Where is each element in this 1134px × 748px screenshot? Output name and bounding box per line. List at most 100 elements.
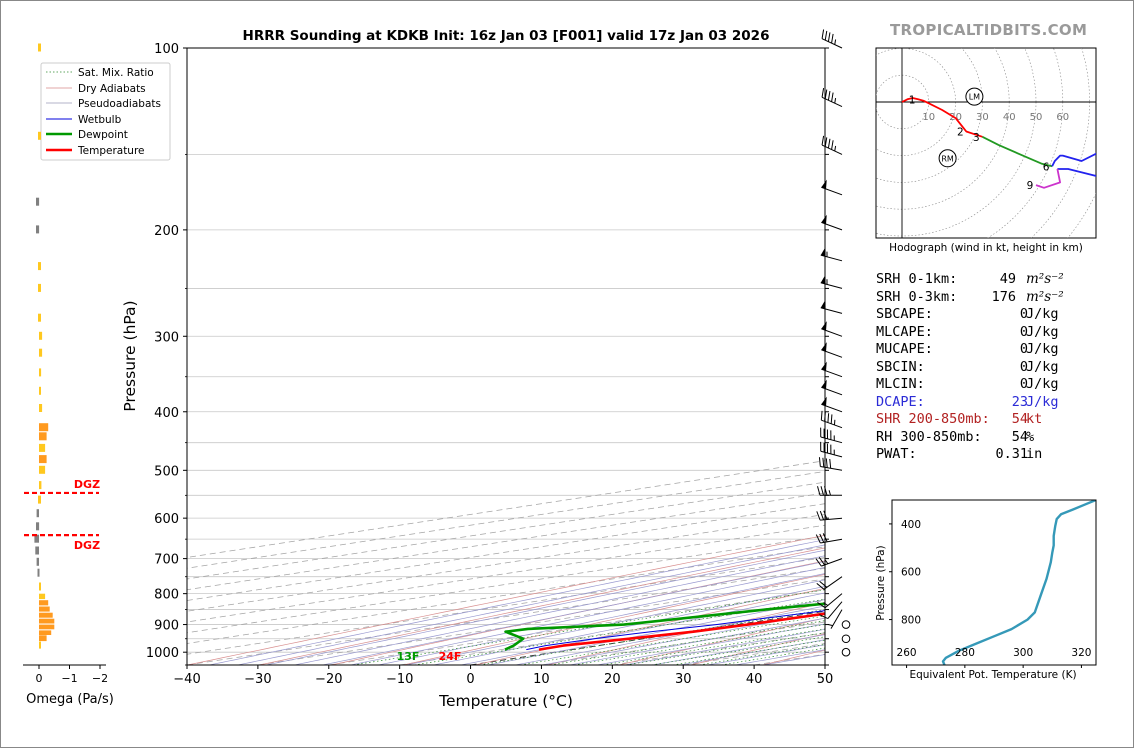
barb-staff (820, 450, 843, 458)
x-tick-label: 20 (604, 672, 621, 687)
barb-staff (821, 328, 843, 337)
pseudoadiabat-line (469, 579, 825, 653)
barb-half-flag (834, 98, 837, 104)
omega-bar (39, 386, 41, 395)
isotherm-line (187, 492, 825, 591)
barb-pennant (820, 299, 826, 310)
hodograph-height-label: 9 (1027, 180, 1034, 192)
pseudoadiabat-line (597, 651, 669, 665)
calm-wind-circle (841, 634, 851, 644)
wind-barb (827, 609, 843, 629)
index-label: SRH 0-1km: (876, 271, 958, 287)
legend: Sat. Mix. Ratio Dry Adiabats Pseudoadiab… (40, 62, 171, 161)
index-value: 176 (991, 288, 1016, 305)
barb-half-flag (823, 602, 829, 606)
wind-barb (818, 457, 843, 471)
theta-e-y-tick-label: 400 (901, 519, 921, 531)
index-value: 49 (999, 271, 1016, 287)
barb-flag (827, 32, 831, 42)
pseudoadiabat-line (356, 555, 825, 653)
hodograph-trace-0-3km (901, 97, 983, 138)
barb-staff (821, 221, 843, 231)
wind-barb (816, 576, 843, 590)
omega-bar (39, 606, 50, 612)
barb-staff (820, 436, 843, 444)
omega-bar (39, 331, 43, 340)
wind-barb (819, 601, 843, 620)
pseudoadiabat-line (406, 651, 470, 665)
omega-bar (38, 262, 41, 271)
isotherm-line (187, 503, 825, 601)
wind-barb (816, 510, 843, 521)
barb-flag (820, 410, 823, 421)
pseudoadiabat-line (209, 651, 272, 665)
index-label: DCAPE: (876, 393, 925, 410)
pseudoadiabat-line (679, 651, 754, 665)
pseudoadiabat-line (652, 651, 726, 665)
hodograph-ring-label: 10 (922, 112, 935, 123)
hodograph-caption: Hodograph (wind in kt, height in km) (889, 242, 1083, 254)
barb-flag (816, 582, 825, 590)
x-tick-label: 10 (533, 672, 550, 687)
omega-bar (39, 465, 46, 474)
barb-staff (821, 144, 843, 155)
x-tick-label: −30 (244, 672, 271, 687)
legend-entry: Pseudoadiabats (78, 98, 161, 110)
barb-pennant (821, 342, 827, 352)
index-label: RH 300-850mb: (876, 428, 982, 445)
hodograph-ring-label: 40 (1003, 112, 1016, 123)
index-label: MLCIN: (876, 376, 925, 392)
pseudoadiabat-line (542, 651, 612, 665)
wind-barb (820, 410, 843, 429)
pseudoadiabat-line (378, 651, 442, 665)
barb-staff (820, 465, 843, 471)
omega-bar (39, 593, 46, 600)
pseudoadiabat-line (515, 651, 584, 665)
dry-adiabat-line (1122, 48, 1134, 665)
barb-staff (821, 403, 843, 413)
barb-flag (817, 486, 821, 496)
x-axis-label: Temperature (°C) (438, 692, 573, 710)
storm-motion-marker (938, 149, 957, 168)
barb-flag (818, 557, 826, 566)
omega-bar (39, 404, 43, 412)
dry-adiabat-line (618, 617, 825, 665)
y-tick-label: 700 (154, 553, 179, 568)
barb-flag (824, 486, 828, 496)
index-label: SRH 0-3km: (876, 288, 958, 305)
legend-entry: Dewpoint (78, 129, 128, 141)
barb-pennant (821, 396, 827, 406)
barb-flag (815, 558, 822, 567)
barb-flag (827, 413, 830, 423)
hodograph-trace-3-6km (981, 135, 1053, 168)
barb-staff (821, 386, 843, 396)
barb-flag (820, 441, 822, 452)
theta-e-x-tick-label: 320 (1071, 647, 1091, 659)
x-tick-label: 30 (675, 672, 692, 687)
hodograph-frame (875, 47, 1097, 239)
x-tick-label: −40 (173, 672, 200, 687)
y-tick-label: 300 (154, 330, 179, 345)
barb-staff (830, 609, 843, 629)
mixing-ratio-line (626, 632, 825, 665)
pseudoadiabat-line (763, 654, 825, 665)
index-value: 23 (1011, 393, 1028, 410)
y-tick-label: 800 (154, 588, 179, 603)
barb-flag (821, 135, 825, 146)
wind-barb (821, 135, 843, 155)
pseudoadiabat-line (433, 651, 499, 665)
y-tick-label: 200 (154, 224, 179, 239)
isotherm-line (187, 481, 825, 580)
sounding-indices: SRH 0-1km: 49 m²s⁻² SRH 0-3km: 176 m²s⁻²… (876, 271, 1088, 464)
index-value: 0.31 (995, 446, 1028, 462)
omega-bar (39, 348, 43, 357)
pseudoadiabat-line (238, 651, 300, 665)
pseudoadiabat-line (583, 605, 825, 653)
barb-staff (821, 558, 843, 567)
wind-barb (821, 379, 843, 396)
barb-staff (827, 601, 843, 619)
index-row: MLCAPE: 0 J/kg (876, 324, 1088, 342)
index-unit: J/kg (1026, 393, 1059, 410)
x-tick-label: −10 (386, 672, 413, 687)
index-row: SHR 200-850mb: 54 kt (876, 411, 1088, 429)
